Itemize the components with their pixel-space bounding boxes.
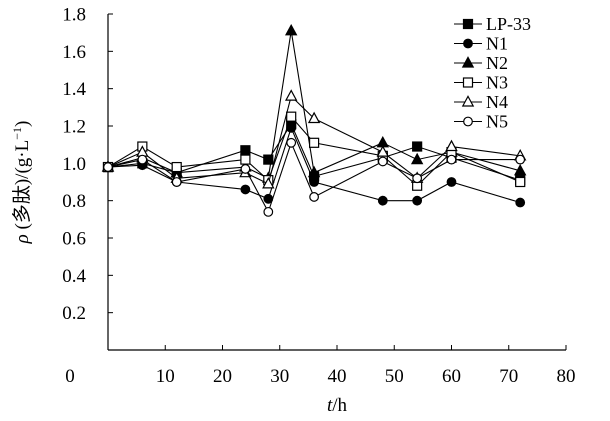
data-point-circle-open (103, 162, 113, 172)
legend-label: LP-33 (486, 14, 531, 34)
data-point-circle-open (286, 137, 297, 148)
y-axis-title: ρ (多肽)/(g·L−1) (10, 121, 33, 245)
data-point-circle-filled (463, 38, 473, 49)
legend-item: N1 (454, 34, 508, 54)
legend-label: N4 (486, 92, 508, 112)
data-point-circle-open (515, 154, 526, 165)
data-point-triangle-open (461, 95, 475, 107)
data-point-circle-open (377, 156, 388, 167)
data-point-triangle-open (284, 89, 298, 101)
data-point-triangle-filled (461, 56, 475, 68)
data-point-square-open (240, 154, 251, 165)
x-tick-label: 0 (65, 366, 75, 387)
x-tick-label: 70 (499, 366, 518, 387)
y-axis-label-close: ) (12, 121, 33, 127)
series-layer (101, 23, 527, 217)
y-tick-label: 1.4 (62, 79, 86, 100)
x-axis-variable: t (327, 395, 333, 416)
x-tick-label: 50 (385, 366, 404, 387)
y-tick-label: 1.8 (62, 5, 86, 26)
x-tick-label: 40 (328, 366, 347, 387)
x-tick-label: 30 (270, 366, 289, 387)
data-point-triangle-filled (513, 163, 527, 176)
legend-item: N3 (454, 73, 508, 93)
data-point-circle-open (309, 192, 320, 202)
y-tick-label: 0.8 (62, 191, 86, 212)
legend-item: N2 (454, 53, 508, 73)
y-tick-label: 0.4 (62, 266, 86, 287)
series-n5 (103, 137, 526, 217)
legend-label: N1 (486, 34, 508, 54)
data-point-triangle-open (307, 111, 321, 124)
x-tick-label: 10 (156, 366, 175, 387)
data-point-circle-filled (446, 177, 457, 187)
x-axis-title: t/h (327, 395, 348, 416)
data-point-triangle-filled (410, 152, 424, 165)
data-point-circle-filled (515, 197, 526, 208)
y-axis: 0.2 0.4 0.6 0.8 1.0 1.2 1.4 1.6 1.8 (62, 5, 113, 324)
data-point-square-open (286, 111, 297, 122)
series-n4 (101, 89, 527, 189)
series-n1 (103, 122, 526, 208)
x-axis: 0 10 20 30 40 50 60 70 80 (65, 345, 576, 387)
y-tick-label: 0.2 (62, 303, 86, 324)
data-point-circle-open (412, 173, 423, 184)
series-line (107, 30, 521, 180)
x-tick-label: 20 (213, 366, 232, 387)
data-point-circle-open (263, 206, 274, 217)
legend-item: N5 (454, 112, 508, 132)
legend-item: N4 (454, 92, 508, 112)
legend-label: N5 (486, 112, 508, 132)
data-point-triangle-open (445, 139, 458, 152)
data-point-square-open (309, 137, 320, 148)
data-point-square-filled (263, 154, 274, 165)
series-n2 (101, 23, 527, 183)
legend-label: N3 (486, 73, 508, 93)
data-point-circle-filled (309, 177, 320, 187)
data-point-circle-open (463, 116, 473, 127)
data-point-circle-open (240, 164, 251, 174)
data-point-circle-open (446, 154, 457, 165)
data-point-square-open (171, 161, 182, 173)
data-point-triangle-filled (307, 165, 321, 178)
data-point-square-open (462, 77, 474, 88)
y-tick-label: 1.2 (62, 117, 86, 138)
data-point-square-filled (240, 145, 251, 156)
y-axis-label-text: (多肽)/(g·L (11, 140, 33, 234)
data-point-circle-open (137, 154, 148, 165)
data-point-circle-filled (412, 195, 423, 206)
data-point-circle-open (171, 177, 182, 187)
data-point-square-open (515, 176, 526, 188)
data-point-triangle-open (376, 145, 390, 157)
data-point-circle-filled (377, 195, 388, 206)
y-axis-unit-exponent: −1 (10, 127, 24, 140)
data-point-triangle-open (262, 177, 275, 189)
data-point-circle-filled (240, 184, 251, 195)
x-tick-label: 80 (557, 366, 576, 387)
y-tick-label: 0.6 (62, 229, 86, 250)
y-tick-label: 1.0 (62, 154, 86, 175)
y-tick-label: 1.6 (62, 42, 86, 63)
data-point-triangle-filled (284, 23, 298, 36)
data-point-square-filled (412, 141, 423, 152)
x-axis-unit: /h (332, 395, 347, 416)
legend-label: N2 (486, 53, 508, 73)
data-point-square-filled (462, 18, 474, 30)
y-axis-variable: ρ (12, 234, 33, 244)
legend-item: LP-33 (454, 14, 531, 34)
x-tick-label: 60 (442, 366, 461, 387)
